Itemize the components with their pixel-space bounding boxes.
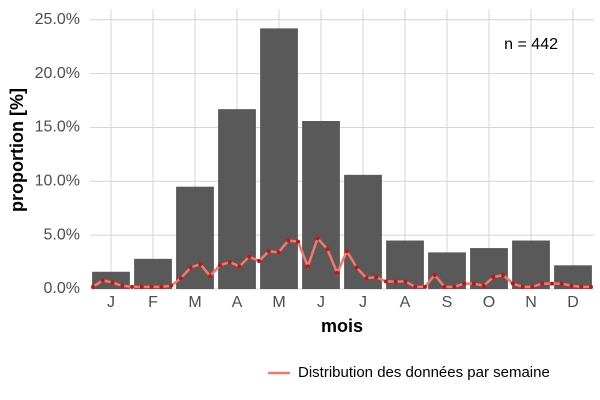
- weekly-point: [569, 283, 574, 288]
- weekly-point: [540, 281, 545, 286]
- weekly-point: [237, 264, 242, 269]
- weekly-point: [393, 279, 398, 284]
- weekly-point: [335, 270, 340, 275]
- y-axis-label: proportion [%]: [7, 88, 27, 212]
- weekly-point: [139, 284, 144, 289]
- weekly-point: [188, 265, 193, 270]
- weekly-point: [325, 247, 330, 252]
- weekly-point: [266, 249, 271, 254]
- weekly-point: [169, 283, 174, 288]
- weekly-point: [344, 249, 349, 254]
- weekly-line: [92, 235, 591, 289]
- weekly-point: [491, 275, 496, 280]
- weekly-point: [520, 284, 525, 289]
- weekly-point: [462, 281, 467, 286]
- x-tick-label: J: [107, 294, 115, 311]
- x-tick-label: F: [148, 294, 158, 311]
- weekly-point: [442, 284, 447, 289]
- weekly-point: [530, 284, 535, 289]
- weekly-point: [374, 275, 379, 280]
- x-tick-label: D: [567, 294, 579, 311]
- weekly-point: [432, 273, 437, 277]
- bar: [344, 174, 382, 289]
- bar: [218, 109, 256, 290]
- weekly-point: [471, 281, 476, 286]
- weekly-point: [423, 284, 427, 289]
- weekly-point: [91, 284, 95, 289]
- legend-label: Distribution des données par semaine: [298, 364, 550, 381]
- weekly-point: [286, 238, 291, 243]
- x-tick-label: M: [272, 294, 285, 311]
- weekly-point: [501, 273, 506, 277]
- weekly-point: [227, 260, 232, 265]
- weekly-point: [354, 265, 359, 270]
- weekly-point: [549, 281, 554, 286]
- weekly-point: [296, 239, 301, 244]
- weekly-point: [589, 284, 593, 289]
- weekly-point: [100, 278, 105, 283]
- weekly-point: [130, 284, 135, 289]
- weekly-point: [257, 259, 261, 263]
- weekly-point: [110, 280, 115, 285]
- x-tick-label: A: [232, 294, 243, 311]
- bar: [512, 240, 550, 289]
- weekly-point: [276, 250, 281, 255]
- weekly-point: [579, 284, 584, 289]
- weekly-point: [481, 283, 486, 288]
- bar: [260, 28, 298, 290]
- weekly-point: [120, 283, 125, 288]
- bar: [134, 258, 172, 289]
- y-tick-label: 0.0%: [44, 280, 80, 297]
- weekly-point: [315, 236, 320, 241]
- y-tick-label: 5.0%: [44, 226, 80, 243]
- weekly-point: [178, 276, 183, 281]
- weekly-point: [208, 274, 213, 279]
- x-tick-label: S: [442, 294, 453, 311]
- y-tick-label: 20.0%: [35, 65, 80, 82]
- bar: [428, 252, 466, 289]
- weekly-point: [364, 276, 369, 281]
- weekly-point: [305, 264, 310, 269]
- x-tick-label: M: [188, 294, 201, 311]
- x-tick-label: O: [483, 294, 495, 311]
- weekly-point: [217, 263, 222, 268]
- weekly-point: [383, 279, 388, 284]
- x-tick-label: J: [317, 294, 325, 311]
- x-axis-label: mois: [321, 316, 363, 336]
- weekly-point: [247, 254, 252, 259]
- weekly-point: [149, 284, 154, 289]
- weekly-point: [559, 281, 564, 286]
- weekly-point: [510, 281, 515, 286]
- y-tick-label: 15.0%: [35, 119, 80, 136]
- weekly-point: [159, 284, 164, 289]
- y-tick-label: 10.0%: [35, 173, 80, 190]
- weekly-point: [452, 284, 457, 289]
- x-tick-label: A: [400, 294, 411, 311]
- x-tick-label: N: [525, 294, 537, 311]
- weekly-point: [403, 279, 408, 284]
- weekly-point: [413, 284, 418, 289]
- y-tick-label: 25.0%: [35, 11, 80, 28]
- weekly-point: [198, 262, 203, 267]
- x-tick-label: J: [359, 294, 367, 311]
